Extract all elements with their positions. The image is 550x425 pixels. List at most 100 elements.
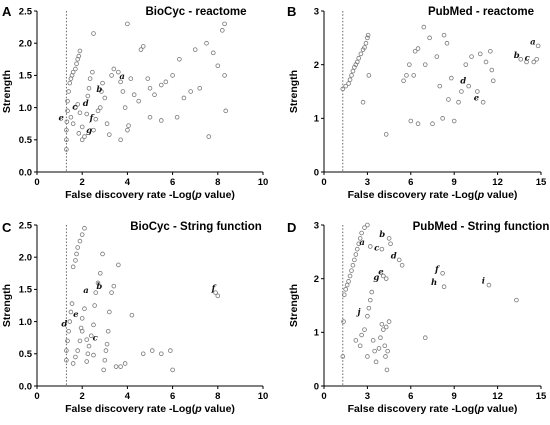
data-point	[483, 59, 489, 65]
data-point	[65, 98, 70, 104]
data-point	[535, 43, 541, 49]
data-point	[111, 283, 117, 289]
data-point	[131, 92, 137, 98]
data-point	[347, 273, 353, 279]
x-axis-label: False discovery rate -Log(p value)	[348, 403, 518, 415]
x-tick-label: 6	[408, 177, 413, 188]
data-point	[107, 309, 112, 315]
data-point	[480, 99, 486, 105]
data-point	[197, 85, 203, 91]
y-tick-label: 2.5	[19, 220, 33, 231]
x-axis-label-suffix: value)	[484, 189, 517, 201]
panel-letter: D	[287, 220, 296, 235]
data-point	[88, 333, 94, 339]
data-point	[354, 59, 360, 65]
data-point	[220, 28, 225, 33]
data-point	[116, 69, 121, 75]
data-point	[170, 367, 175, 373]
panel-title: PubMed - reactome	[428, 6, 534, 18]
data-point	[346, 279, 351, 284]
data-point	[490, 78, 496, 84]
data-point	[441, 32, 447, 38]
data-point	[109, 73, 114, 78]
x-tick-label: 3	[365, 391, 370, 402]
data-point	[76, 131, 82, 136]
annotation-label: e	[378, 267, 384, 277]
data-point	[477, 51, 483, 57]
x-tick-label: 2	[80, 391, 85, 402]
data-point	[422, 335, 428, 341]
data-point	[357, 236, 363, 241]
y-tick-label: 1.0	[19, 103, 32, 114]
data-point	[399, 262, 405, 268]
data-point	[396, 257, 402, 263]
x-tick-label: 0	[34, 391, 39, 402]
x-tick-label: 15	[536, 391, 547, 402]
data-point	[206, 134, 212, 139]
data-point	[440, 270, 445, 276]
annotation-label: f	[89, 113, 95, 123]
data-point	[77, 48, 83, 54]
data-point	[75, 102, 80, 107]
annotation-label: a	[359, 238, 365, 248]
data-point	[469, 54, 474, 59]
y-tick-label: 0	[314, 167, 319, 178]
data-point	[168, 348, 173, 353]
data-point	[449, 75, 454, 81]
x-tick-label: 12	[492, 391, 503, 402]
data-point	[77, 238, 83, 244]
data-point	[215, 293, 221, 299]
data-point	[79, 328, 85, 334]
data-point	[376, 346, 382, 351]
annotation-label: d	[391, 251, 397, 261]
data-point	[159, 351, 164, 357]
annotation-label: j	[355, 308, 360, 318]
data-point	[86, 343, 92, 349]
y-tick-label: 3	[314, 220, 319, 231]
data-point	[204, 40, 209, 46]
data-point	[76, 53, 82, 59]
data-point	[91, 31, 96, 36]
x-tick-label: 6	[170, 391, 175, 402]
y-tick-label: 2.5	[19, 6, 33, 17]
annotation-label: c	[374, 243, 380, 253]
data-point	[456, 99, 461, 105]
annotation-label: h	[431, 278, 437, 288]
x-axis-label-prefix: False discovery rate -Log(	[65, 403, 196, 415]
y-tick-label: 3	[314, 6, 319, 17]
data-point	[122, 361, 128, 366]
data-point	[365, 354, 370, 359]
data-point	[100, 80, 105, 86]
data-point	[415, 121, 421, 126]
data-point	[363, 40, 369, 46]
data-point	[210, 50, 216, 56]
data-point	[359, 230, 364, 236]
data-point	[384, 367, 390, 373]
data-point	[84, 337, 90, 342]
data-point	[104, 121, 110, 126]
data-point	[408, 118, 414, 124]
data-point	[356, 241, 362, 247]
data-point	[77, 338, 83, 344]
data-point	[99, 89, 104, 94]
data-point	[70, 121, 76, 126]
annotation-label: i	[482, 277, 485, 287]
data-point	[107, 132, 112, 137]
x-tick-label: 15	[536, 177, 547, 188]
x-axis-label-italic: p	[194, 403, 202, 415]
data-point	[97, 270, 103, 276]
data-point	[341, 292, 347, 298]
y-axis-label: Strength	[1, 70, 13, 113]
data-point	[126, 123, 131, 128]
data-point	[105, 328, 111, 334]
data-point	[188, 89, 193, 94]
data-point	[159, 82, 164, 88]
y-tick-label: 0.5	[19, 349, 33, 360]
data-point	[412, 48, 418, 54]
data-point	[388, 241, 393, 247]
data-point	[437, 83, 443, 89]
x-tick-label: 2	[80, 177, 85, 188]
data-point	[366, 73, 372, 78]
